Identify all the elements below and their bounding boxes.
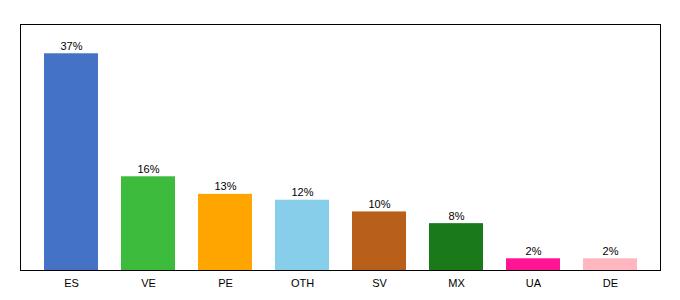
svg-text:37%: 37% bbox=[60, 40, 82, 52]
svg-text:SV: SV bbox=[372, 277, 387, 289]
svg-text:16%: 16% bbox=[137, 163, 159, 175]
svg-text:DE: DE bbox=[603, 277, 618, 289]
svg-text:OTH: OTH bbox=[291, 277, 314, 289]
svg-text:2%: 2% bbox=[526, 245, 542, 257]
svg-text:VE: VE bbox=[141, 277, 156, 289]
svg-text:PE: PE bbox=[218, 277, 233, 289]
svg-text:13%: 13% bbox=[214, 180, 236, 192]
svg-text:8%: 8% bbox=[449, 210, 465, 222]
svg-text:2%: 2% bbox=[603, 245, 619, 257]
svg-text:UA: UA bbox=[526, 277, 542, 289]
svg-text:MX: MX bbox=[448, 277, 465, 289]
svg-text:ES: ES bbox=[64, 277, 79, 289]
svg-text:12%: 12% bbox=[291, 186, 313, 198]
svg-text:10%: 10% bbox=[368, 198, 390, 210]
